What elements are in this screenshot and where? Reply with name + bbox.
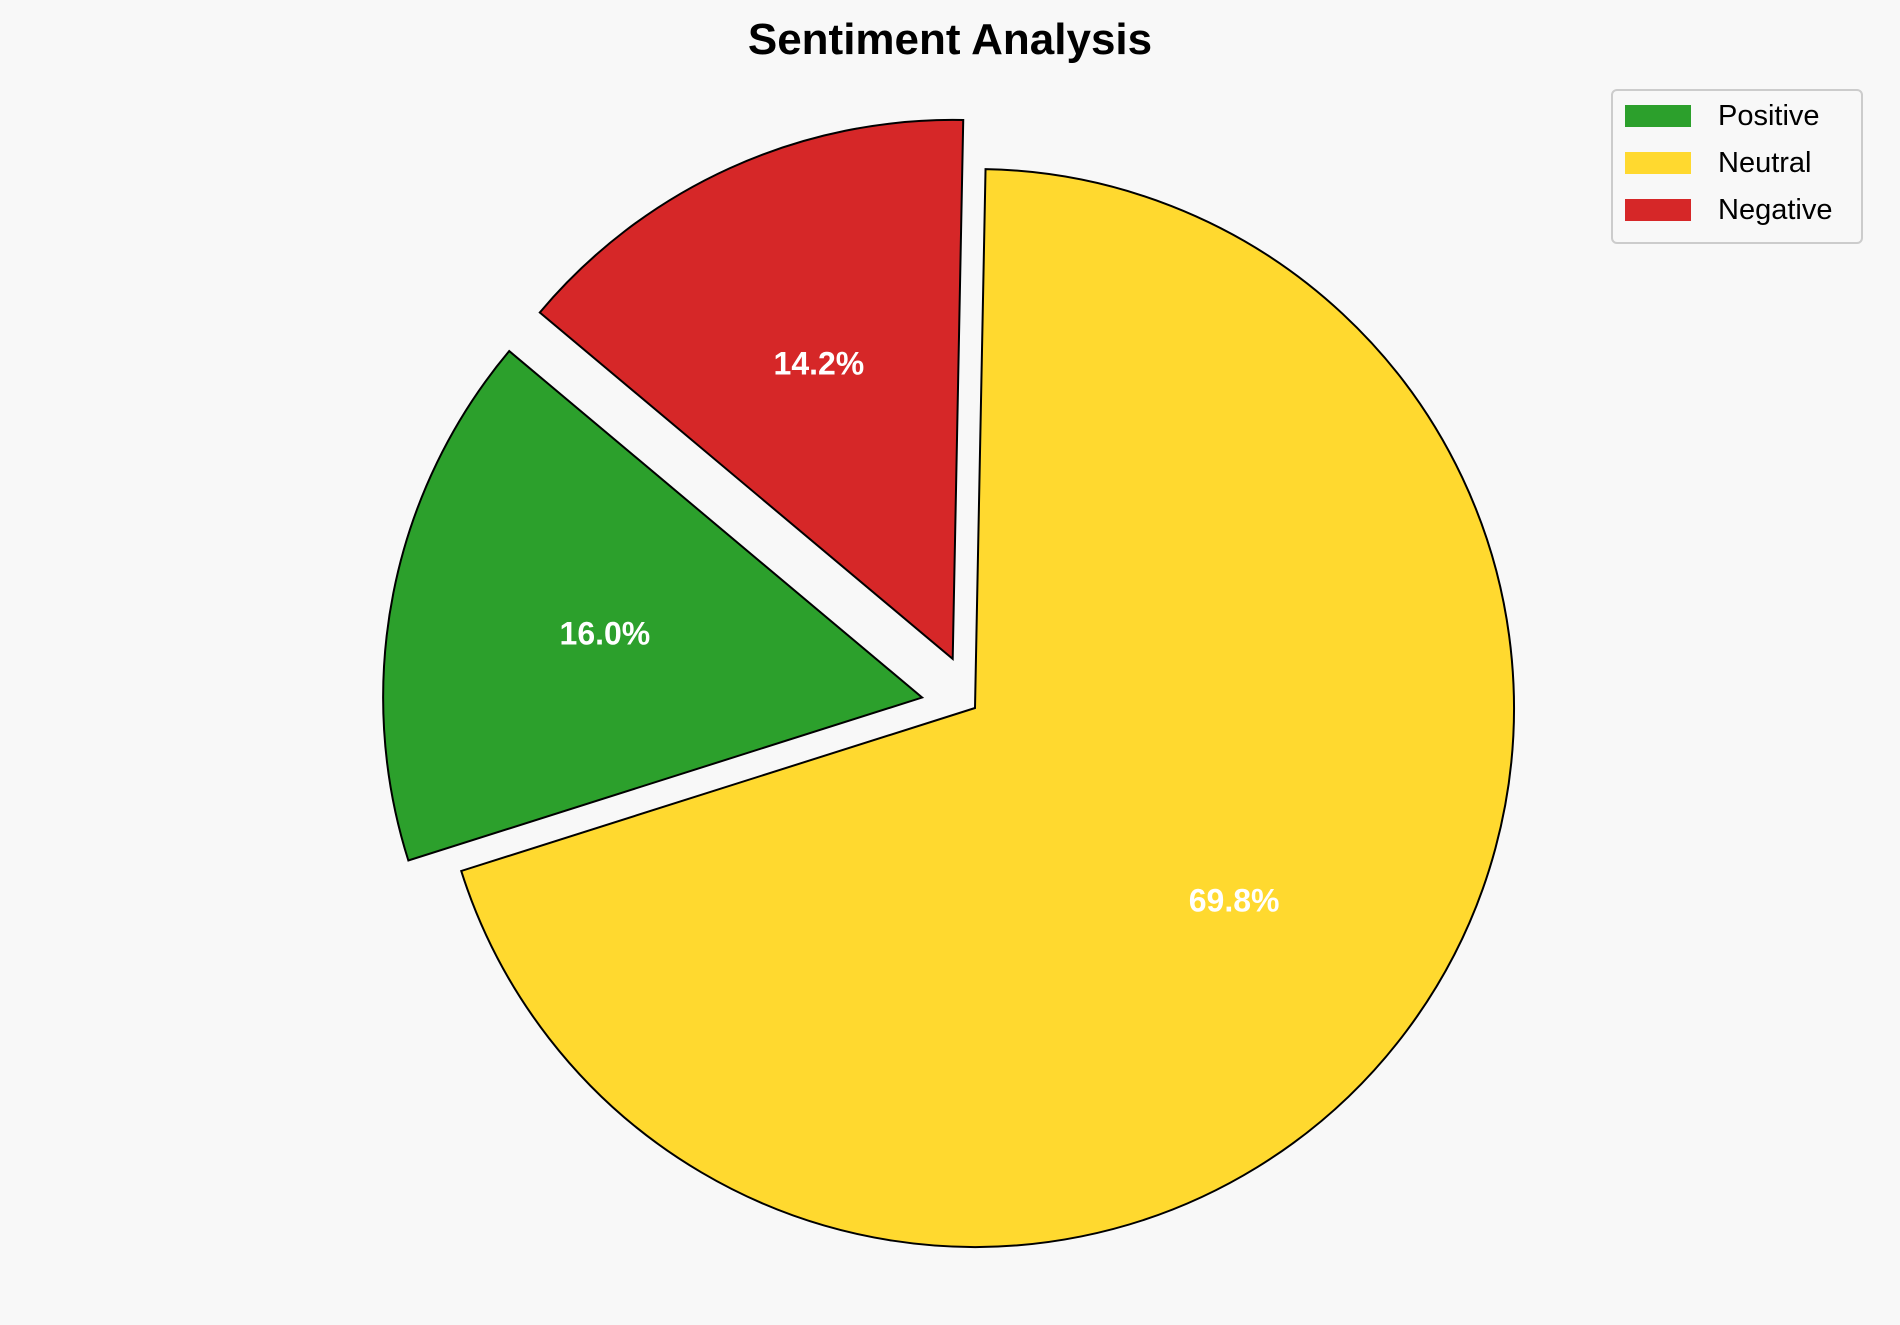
legend-swatch-neutral	[1625, 152, 1691, 174]
legend-swatch-positive	[1625, 105, 1691, 127]
slice-labels: 16.0% 69.8% 14.2%	[560, 346, 1280, 919]
slice-neutral	[459, 168, 1515, 1248]
slice-negative	[538, 119, 965, 662]
chart-title: Sentiment Analysis	[748, 15, 1152, 64]
legend-label-positive: Positive	[1718, 100, 1820, 132]
slice-label-positive: 16.0%	[560, 616, 651, 652]
legend: Positive Neutral Negative	[1611, 89, 1863, 244]
legend-label-negative: Negative	[1718, 194, 1832, 226]
legend-label-neutral: Neutral	[1718, 147, 1812, 179]
legend-swatch-negative	[1625, 199, 1691, 221]
slice-positive	[382, 349, 925, 862]
slice-label-negative: 14.2%	[774, 346, 865, 382]
slice-label-neutral: 69.8%	[1189, 883, 1280, 919]
slices	[382, 119, 1515, 1248]
